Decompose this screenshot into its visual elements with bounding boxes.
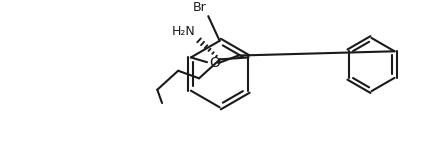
Text: O: O [209,56,220,70]
Text: H₂N: H₂N [172,26,195,38]
Text: Br: Br [193,1,206,14]
